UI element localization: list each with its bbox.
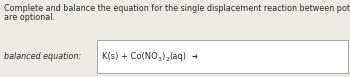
Text: ): ): [162, 52, 165, 61]
Text: Complete and balance the equation for the single displacement reaction between p: Complete and balance the equation for th…: [4, 4, 350, 13]
FancyBboxPatch shape: [97, 40, 348, 73]
Text: balanced equation:: balanced equation:: [4, 52, 81, 61]
Text: are optional.: are optional.: [4, 12, 55, 21]
Text: 2: 2: [165, 57, 169, 62]
Text: (aq): (aq): [169, 52, 186, 61]
Text: 3: 3: [158, 57, 162, 62]
Text: K(s) + Co(NO: K(s) + Co(NO: [102, 52, 158, 61]
